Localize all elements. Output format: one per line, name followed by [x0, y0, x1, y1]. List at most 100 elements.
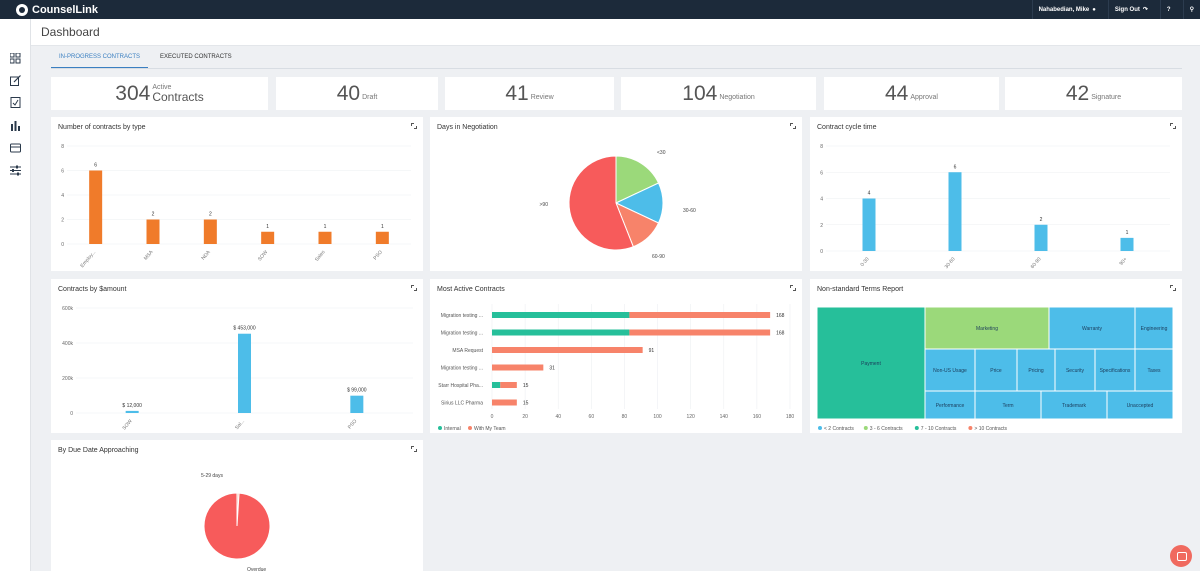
help-label: ?: [1166, 6, 1171, 13]
data-label: 6: [94, 163, 97, 169]
logo-icon: [16, 3, 28, 16]
treemap-label: Taxes: [1147, 368, 1161, 374]
panel-title: Non-standard Terms Report: [817, 286, 904, 293]
stat-card-active[interactable]: 304 Active Contracts: [51, 77, 268, 110]
legend-label: Internal: [444, 426, 461, 432]
sign-out-button[interactable]: Sign Out ↷: [1107, 0, 1154, 19]
x-tick-label: Sal...: [234, 418, 246, 431]
legend-marker: [438, 426, 442, 430]
expand-icon[interactable]: [411, 285, 417, 291]
x-tick-label: 20: [522, 414, 528, 420]
legend-label: 3 - 6 Contracts: [870, 426, 903, 432]
pie-slice: [203, 492, 271, 560]
bar: [492, 382, 501, 388]
data-label: 15: [523, 383, 529, 389]
location-icon[interactable]: ⚲: [1182, 0, 1200, 19]
treemap-cell: [1106, 390, 1174, 420]
treemap-label: Engineering: [1141, 326, 1168, 332]
bar: [238, 333, 251, 413]
stat-card-review[interactable]: 41 Review: [445, 77, 614, 110]
treemap-label: Term: [1002, 403, 1013, 409]
expand-icon[interactable]: [790, 123, 796, 129]
bar: [1034, 224, 1048, 251]
panel-days-negotiation: Days in Negotiation <30 30-60 60-90 >90: [430, 117, 802, 271]
x-tick-label: 60-90: [1030, 256, 1043, 270]
expand-icon[interactable]: [411, 123, 417, 129]
stat-value: 104: [682, 81, 718, 105]
help-button[interactable]: ?: [1159, 0, 1177, 19]
legend-marker: [468, 426, 472, 430]
x-tick-label: 160: [753, 414, 762, 420]
y-tick-label: Migration testing ...: [441, 331, 483, 337]
app-logo[interactable]: CounselLink: [16, 3, 99, 16]
stat-label: Signature: [1091, 94, 1122, 101]
slice-label: >90: [540, 202, 549, 208]
bar: [629, 312, 771, 318]
expand-icon[interactable]: [411, 446, 417, 452]
x-tick-label: 140: [720, 414, 729, 420]
slice-label: 60-90: [652, 254, 665, 260]
stat-card-approval[interactable]: 44 Approval: [824, 77, 999, 110]
panel-title: Number of contracts by type: [58, 124, 146, 131]
stat-card-signature[interactable]: 42 Signature: [1005, 77, 1182, 110]
y-tick-label: Migration testing ...: [441, 313, 483, 319]
legend-label: < 2 Contracts: [824, 426, 854, 432]
x-tick-label: PSO: [347, 418, 358, 430]
inbox-icon[interactable]: [10, 142, 21, 153]
data-label: 168: [776, 331, 785, 337]
treemap-label: Payment: [861, 361, 881, 367]
tab-divider: [51, 68, 1182, 69]
pie-slice: [568, 155, 634, 251]
user-menu[interactable]: Nahabedian, Mike ●: [1031, 0, 1102, 19]
bar: [125, 410, 139, 413]
chart-days-negotiation: <30 30-60 60-90 >90: [540, 150, 696, 260]
chat-button[interactable]: [1170, 545, 1192, 567]
expand-icon[interactable]: [1170, 123, 1176, 129]
data-label: 1: [1126, 230, 1129, 236]
stat-card-negotiation[interactable]: 104 Negotiation: [621, 77, 816, 110]
panel-title: Days in Negotiation: [437, 124, 498, 131]
page-title: Dashboard: [41, 25, 100, 39]
treemap-label: Non-US Usage: [933, 368, 967, 374]
bar: [375, 231, 389, 244]
x-tick-label: SOW: [121, 418, 133, 431]
stat-value: 42: [1065, 81, 1090, 105]
treemap-label: Unaccepted: [1127, 403, 1154, 409]
treemap-label: Pricing: [1028, 368, 1044, 374]
bar: [492, 312, 630, 318]
y-tick-label: 400k: [62, 341, 73, 347]
treemap-cell: [1134, 348, 1174, 392]
x-tick-label: 90+: [1118, 256, 1128, 266]
reports-icon[interactable]: [10, 120, 21, 131]
panel-by-type: Number of contracts by type 0 2 4 6 8 6 Employ…: [51, 117, 423, 271]
tab-in-progress[interactable]: IN-PROGRESS CONTRACTS: [51, 48, 149, 68]
chart-due-date: 5-29 days Overdue: [201, 473, 271, 571]
expand-icon[interactable]: [790, 285, 796, 291]
y-tick-label: 6: [61, 169, 64, 175]
y-tick-label: 0: [70, 411, 73, 417]
x-tick-label: Sales: [314, 249, 327, 263]
legend-label: With My Team: [474, 426, 506, 432]
sidebar: [0, 19, 31, 571]
chart-by-type: 0 2 4 6 8 6 Employ... 2 MSA 2 NDA 1 SOW 1 Sales 1 PSO: [61, 144, 411, 269]
data-label: $ 99,000: [347, 388, 367, 394]
stat-label-group: Active Contracts: [152, 84, 203, 103]
data-label: 4: [868, 191, 871, 197]
expand-icon[interactable]: [1170, 285, 1176, 291]
stat-label: Contracts: [152, 90, 204, 104]
x-tick-label: 30-60: [944, 256, 957, 270]
bar: [629, 329, 771, 336]
stat-value: 304: [115, 81, 151, 105]
app-name: CounselLink: [32, 3, 99, 16]
panel-title: Contracts by $amount: [58, 286, 127, 293]
treemap-label: Trademark: [1062, 403, 1086, 409]
legend-marker: [818, 426, 822, 430]
treemap-label: Specifications: [1100, 368, 1131, 374]
y-tick-label: 200k: [62, 376, 73, 382]
stat-card-draft[interactable]: 40 Draft: [276, 77, 438, 110]
dashboard-icon[interactable]: [10, 53, 21, 64]
tab-executed[interactable]: EXECUTED CONTRACTS: [160, 54, 232, 60]
document-check-icon[interactable]: [10, 97, 21, 108]
edit-icon[interactable]: [10, 75, 21, 86]
settings-sliders-icon[interactable]: [10, 165, 21, 176]
